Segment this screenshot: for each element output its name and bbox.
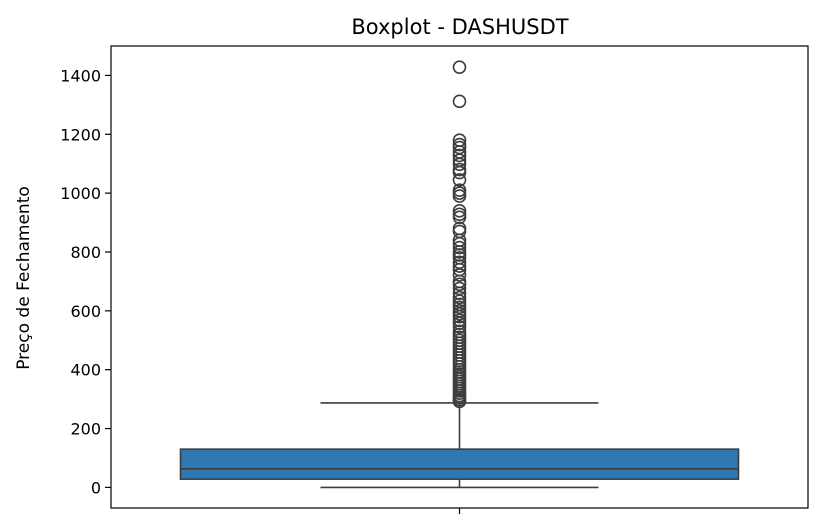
outlier-point [452,165,467,180]
outlier-point [452,94,467,109]
outlier-point [452,268,467,282]
outlier-point [452,286,467,300]
y-tick-label: 0 [91,478,101,497]
outlier-point [452,148,467,163]
outlier-point [452,394,467,409]
outlier-point [452,210,467,225]
chart-title: Boxplot - DASHUSDT [351,15,568,39]
y-axis: 0 200 400 600 800 1000 1200 1400 [60,66,461,514]
outlier-point [452,277,467,292]
iqr-box [179,448,740,480]
y-tick-label: 1200 [60,125,101,144]
outlier-point [452,290,467,305]
outlier-point [452,173,467,187]
plot-area [179,60,740,489]
outlier-point [452,316,467,331]
outlier-point [452,300,467,315]
outlier-point [452,203,467,218]
outlier-point [452,157,467,172]
y-tick-label: 1000 [60,184,101,203]
y-tick-label: 400 [70,361,101,380]
outlier-point [452,259,467,273]
y-tick-label: 200 [70,420,101,439]
outlier-point [452,320,467,334]
outlier-point [452,309,467,324]
y-tick-label: 800 [70,243,101,262]
outlier-point [452,60,467,74]
y-axis-label: Preço de Fechamento [14,186,34,370]
outlier-point [452,189,467,203]
y-tick-label: 600 [70,302,101,321]
outlier-point [452,240,467,255]
outlier-point [452,221,467,236]
outlier-point [452,186,467,200]
outlier-point [452,236,467,251]
y-tick-label: 1400 [60,66,101,85]
